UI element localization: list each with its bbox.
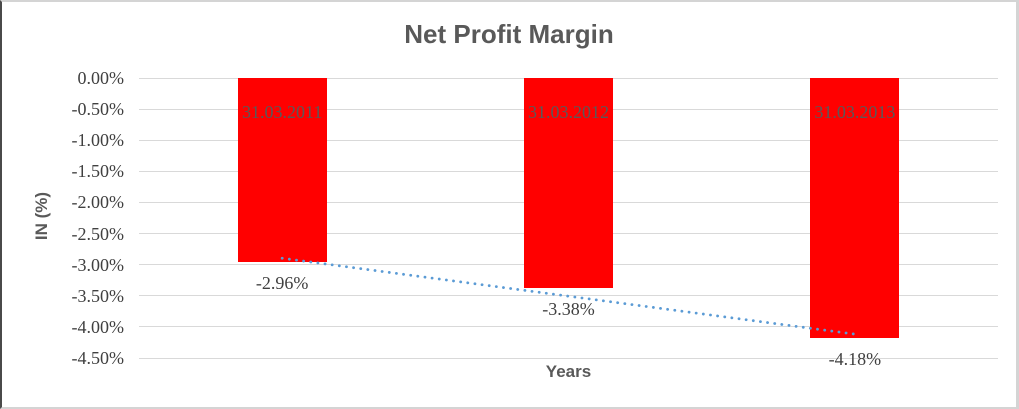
data-label: -4.18%: [828, 349, 882, 370]
y-tick-label: -1.50%: [71, 161, 125, 182]
y-tick-label: 0.00%: [77, 68, 125, 88]
y-tick-label: -4.00%: [71, 316, 125, 337]
bar-category-label: 31.03.2011: [241, 102, 323, 122]
y-tick-label: -1.00%: [71, 130, 125, 151]
y-tick-label: -3.50%: [71, 285, 125, 306]
x-axis-title: Years: [545, 362, 592, 381]
bar-category-label: 31.03.2013: [814, 102, 896, 122]
plot-area: 31.03.2011 -2.96% 31.03.2012 -3.38% 31.03.20…: [139, 77, 998, 369]
data-label: -2.96%: [255, 273, 309, 294]
y-tick-label: -3.00%: [71, 254, 125, 275]
y-tick-label: -4.50%: [71, 348, 125, 368]
gridline: [139, 357, 998, 359]
chart-title: Net Profit Margin: [404, 19, 614, 49]
bar-category-label: 31.03.2012: [528, 102, 609, 122]
data-label: -3.38%: [542, 299, 595, 320]
bar: [524, 78, 613, 289]
y-tick-label: -2.50%: [71, 223, 125, 244]
y-tick-label: -0.50%: [71, 99, 125, 120]
bar: [237, 78, 327, 263]
y-tick-label: -2.00%: [71, 192, 125, 213]
